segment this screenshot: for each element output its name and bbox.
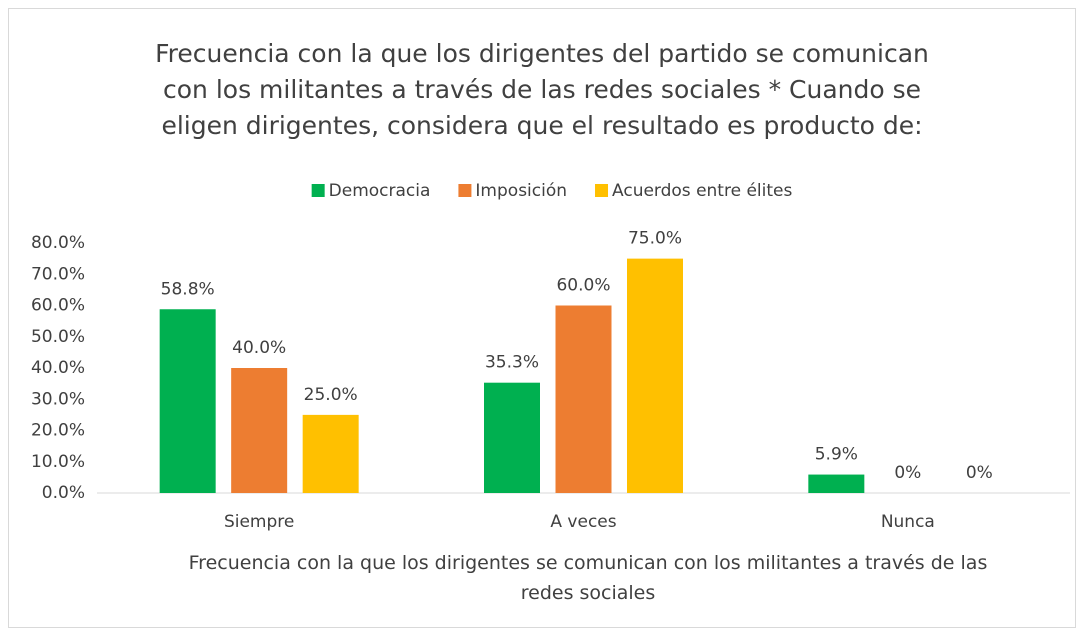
legend-swatch: [595, 184, 609, 197]
data-label: 0%: [966, 463, 993, 483]
data-label: 0%: [894, 463, 921, 483]
legend-label: Democracia: [329, 181, 431, 201]
y-tick-label: 50.0%: [31, 327, 85, 347]
y-tick-label: 80.0%: [31, 233, 85, 253]
y-tick-label: 30.0%: [31, 389, 85, 409]
data-label: 5.9%: [815, 445, 858, 465]
x-tick-label: A veces: [550, 512, 616, 532]
bar: [808, 474, 865, 493]
legend-swatch: [311, 184, 325, 197]
bar: [231, 368, 288, 493]
y-tick-label: 10.0%: [31, 452, 85, 472]
bar: [159, 309, 216, 493]
legend-label: Imposición: [475, 181, 567, 201]
bar: [484, 382, 540, 493]
y-tick-label: 60.0%: [31, 296, 85, 316]
y-tick-label: 40.0%: [31, 358, 85, 378]
bar: [555, 305, 612, 493]
legend-label: Acuerdos entre élites: [612, 181, 792, 201]
data-label: 60.0%: [556, 276, 610, 296]
x-axis-title: Frecuencia con la que los dirigentes se …: [188, 552, 988, 604]
data-label: 75.0%: [628, 229, 682, 249]
data-label: 35.3%: [485, 353, 539, 373]
legend-swatch: [458, 184, 472, 197]
bar: [627, 258, 683, 493]
bar: [302, 414, 359, 493]
y-tick-label: 20.0%: [31, 421, 85, 441]
data-label: 25.0%: [304, 385, 358, 405]
data-label: 58.8%: [161, 279, 215, 299]
x-tick-label: Nunca: [881, 512, 935, 532]
data-label: 40.0%: [232, 338, 286, 358]
chart-title: Frecuencia con la que los dirigentes del…: [155, 39, 929, 140]
y-tick-label: 0.0%: [42, 483, 85, 503]
x-tick-label: Siempre: [224, 512, 294, 532]
y-tick-label: 70.0%: [31, 264, 85, 284]
